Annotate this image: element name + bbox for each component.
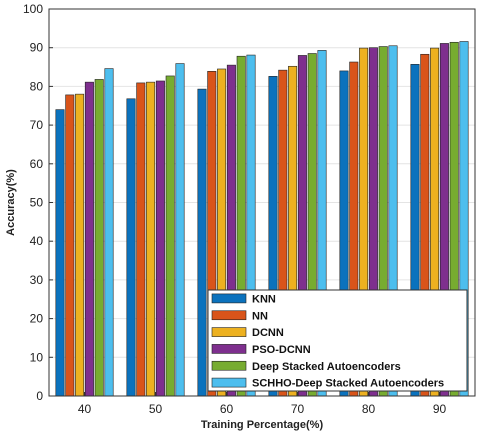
bar [75, 93, 85, 397]
bar [146, 81, 156, 397]
y-tick-label: 80 [30, 79, 44, 93]
legend-box [207, 289, 468, 392]
y-tick-label: 0 [36, 389, 43, 403]
legend-swatch [211, 377, 247, 388]
bar [165, 75, 175, 397]
bars [55, 41, 469, 397]
y-tick-label: 90 [30, 41, 44, 55]
legend-label: SCHHO-Deep Stacked Autoencoders [252, 378, 444, 390]
bar [104, 68, 114, 397]
y-tick-label: 70 [30, 118, 44, 132]
bar [94, 79, 104, 397]
legend: KNN NN DCNN PSO-DCNN Deep Stacked Autoencode… [207, 289, 468, 392]
bar [175, 63, 185, 397]
y-tick-label: 60 [30, 157, 44, 171]
x-tick-label: 70 [291, 402, 305, 416]
legend-swatch [211, 293, 247, 304]
bar [155, 80, 165, 397]
x-tick-label: 40 [78, 402, 92, 416]
bar [84, 81, 94, 397]
legend-label: Deep Stacked Autoencoders [252, 361, 401, 373]
legend-swatch [211, 344, 247, 354]
y-tick-label: 50 [30, 196, 44, 210]
bar [126, 98, 136, 397]
x-tick-label: 90 [433, 402, 447, 416]
y-axis-ticks: 0 10 20 30 40 50 60 70 80 90 100 [23, 2, 53, 403]
y-axis-title: Accuracy(%) [5, 169, 17, 236]
y-tick-label: 100 [23, 2, 43, 16]
x-tick-label: 50 [149, 402, 163, 416]
y-tick-label: 10 [30, 350, 44, 364]
bar [197, 88, 207, 397]
legend-label: DCNN [252, 327, 284, 339]
y-tick-label: 30 [30, 273, 44, 287]
y-tick-label: 40 [30, 234, 44, 248]
legend-swatch [211, 327, 247, 337]
y-tick-label: 20 [30, 312, 44, 326]
x-axis-ticks: 40 50 60 70 80 90 [78, 392, 447, 416]
bar [136, 82, 146, 397]
bar [55, 109, 65, 397]
x-tick-label: 80 [362, 402, 376, 416]
bar [65, 94, 75, 397]
legend-label: NN [252, 310, 268, 322]
legend-label: KNN [252, 293, 276, 305]
legend-label: PSO-DCNN [252, 344, 311, 356]
x-axis-title: Training Percentage(%) [201, 419, 324, 431]
x-tick-label: 60 [220, 402, 234, 416]
legend-swatch [211, 360, 247, 371]
legend-swatch [211, 310, 247, 321]
